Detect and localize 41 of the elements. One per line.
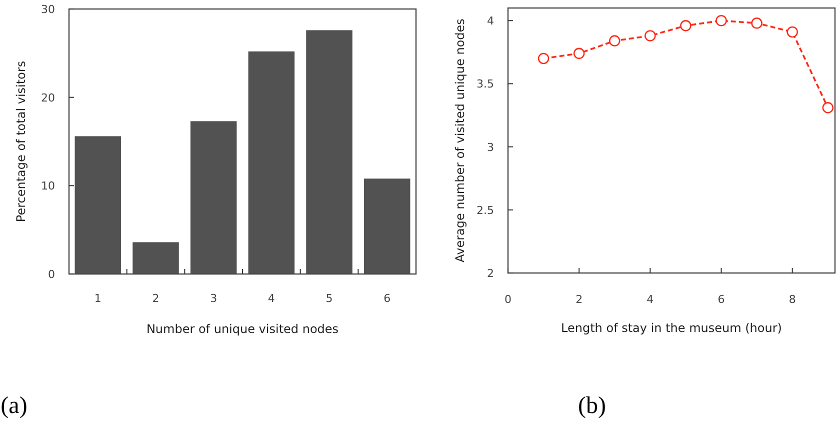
- x-tick-label: 4: [268, 292, 275, 305]
- x-tick-label: 3: [210, 292, 218, 305]
- y-tick-label: 10: [41, 180, 55, 193]
- point: [822, 102, 834, 114]
- x-tick-label: 1: [94, 292, 102, 305]
- point: [608, 35, 620, 46]
- point: [538, 52, 550, 64]
- y-tick-label: 2: [487, 267, 494, 280]
- bar: [248, 51, 295, 274]
- x-tick-label: 4: [646, 293, 654, 306]
- x-tick-label: 8: [788, 293, 796, 306]
- x-tick-label: 6: [384, 292, 391, 305]
- text: (a): [0, 393, 28, 419]
- y-tick-label: 20: [41, 91, 55, 104]
- y-tick-label: 0: [48, 268, 55, 281]
- bar: [74, 136, 122, 274]
- y-tick-label: 3.5: [476, 78, 494, 91]
- point: [644, 30, 656, 42]
- y-tick-label: 3: [487, 140, 494, 154]
- point: [573, 48, 585, 60]
- x-tick-label: 2: [576, 293, 583, 306]
- point: [786, 26, 798, 38]
- y-tick-label: 30: [41, 3, 55, 16]
- point: [680, 20, 692, 32]
- x-axis-title: Number of unique visited nodes: [146, 322, 339, 336]
- bar: [306, 30, 352, 274]
- point: [716, 14, 727, 26]
- y-tick-label: 2.5: [476, 204, 494, 217]
- bar: [364, 178, 410, 274]
- bar: [132, 242, 179, 274]
- x-tick-label: 2: [152, 292, 160, 305]
- x-tick-label: 0: [504, 293, 512, 306]
- y-tick-label: 4: [487, 14, 494, 28]
- y-axis-title: Percentage of total visitors: [14, 60, 28, 222]
- text: (b): [578, 393, 606, 419]
- x-tick-label: 6: [718, 293, 725, 306]
- x-tick-label: 5: [326, 292, 333, 305]
- x-axis-title: Length of stay in the museum (hour): [561, 321, 782, 335]
- point: [751, 17, 762, 29]
- bar: [190, 121, 237, 274]
- y-axis-title: Average number of visited unique nodes: [453, 18, 467, 262]
